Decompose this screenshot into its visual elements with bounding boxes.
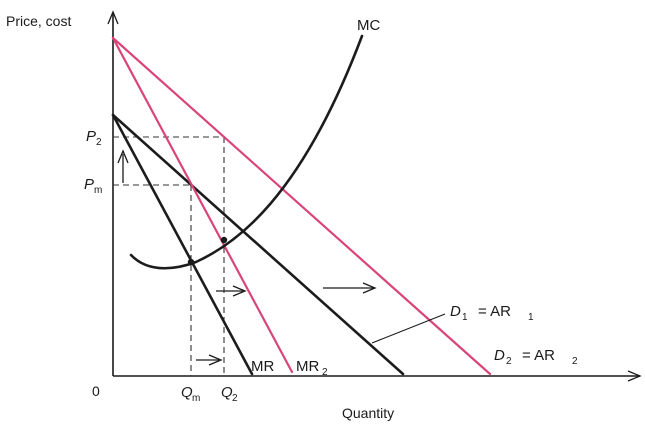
d2-ar2-label: D 2 = AR 2 [494,347,578,367]
quantity-shift-arrowhead [208,354,223,366]
origin-label: 0 [92,383,100,399]
y-axis-arrowhead [107,10,119,25]
d2-ar2-line [111,36,492,376]
d1-label-subscript: 1 [462,312,468,323]
equilibrium-new-dot [220,236,228,244]
ar1-label-subscript: 1 [528,312,534,323]
x-axis-label: Quantity [342,405,394,421]
mr-shift-arrowhead [232,285,247,297]
d1-label-text: D [450,303,461,320]
qm-label-text: Q [181,384,193,401]
price-rise-arrowhead [117,149,129,164]
qm-label: Q m [181,384,200,404]
mr-label: MR [251,358,274,375]
pm-label: P m [84,176,102,196]
qm-label-subscript: m [192,393,200,404]
guide-lines [113,136,225,376]
pm-label-text: P [84,176,94,193]
p2-label: P 2 [86,128,102,148]
p2-label-text: P [86,128,96,145]
mc-curve [129,34,364,270]
q2-label: Q 2 [221,384,238,404]
mr2-label: MR 2 [296,358,328,378]
shift-arrows [117,149,377,366]
mc-label: MC [357,17,380,34]
demand-shift-arrowhead [362,282,377,294]
axes [107,10,642,382]
d1-label-leader [371,313,446,344]
ar2-label-subscript: 2 [572,356,578,367]
mr-line [111,113,254,376]
x-axis-arrowhead [627,370,642,382]
pm-label-subscript: m [94,185,102,196]
y-axis-label: Price, cost [6,13,71,29]
p2-label-subscript: 2 [96,137,102,148]
ar1-label-text: = AR [478,303,511,320]
d1-ar1-label: D 1 = AR 1 [450,303,534,323]
d1-ar1-line [111,113,405,376]
equilibrium-original-dot [187,258,195,266]
mr2-label-text: MR [296,358,319,375]
mr2-label-subscript: 2 [322,367,328,378]
mr2-line [111,36,294,374]
q2-label-subscript: 2 [232,393,238,404]
d2-label-text: D [494,347,505,364]
ar2-label-text: = AR [522,347,555,364]
q2-label-text: Q [221,384,233,401]
d2-label-subscript: 2 [506,356,512,367]
